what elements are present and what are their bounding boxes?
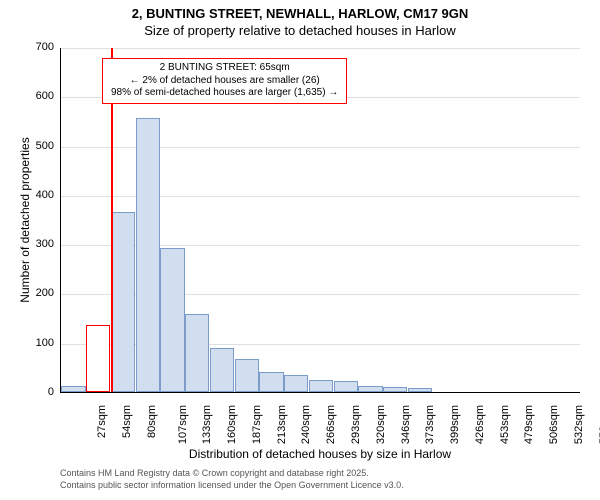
histogram-bar [160,248,184,392]
y-tick-label: 700 [22,41,54,53]
x-tick-label: 506sqm [548,405,560,444]
x-tick-label: 27sqm [96,405,108,438]
info-box-line2: ← 2% of detached houses are smaller (26) [111,75,338,88]
x-tick-label: 293sqm [350,405,362,444]
histogram-bar [284,375,308,392]
x-tick-label: 80sqm [146,405,158,438]
gridline [61,48,580,49]
x-tick-label: 240sqm [301,405,313,444]
x-tick-label: 320sqm [375,405,387,444]
histogram-bar [309,380,333,392]
x-tick-label: 213sqm [276,405,288,444]
histogram-bar [358,386,382,392]
histogram-bar [86,325,110,392]
histogram-bar [185,314,209,392]
histogram-bar [334,381,358,392]
histogram-bar [383,387,407,392]
x-tick-label: 373sqm [424,405,436,444]
x-tick-label: 346sqm [400,405,412,444]
histogram-bar [235,359,259,393]
info-box-line1: 2 BUNTING STREET: 65sqm [111,62,338,75]
histogram-bar [111,212,135,392]
histogram-bar [259,372,283,392]
x-tick-label: 187sqm [251,405,263,444]
y-tick-label: 600 [22,90,54,102]
info-box: 2 BUNTING STREET: 65sqm ← 2% of detached… [102,58,347,104]
y-axis-label: Number of detached properties [18,120,32,320]
x-tick-label: 107sqm [177,405,189,444]
x-tick-label: 479sqm [523,405,535,444]
x-tick-label: 399sqm [449,405,461,444]
histogram-bar [136,118,160,392]
histogram-bar [61,386,85,392]
x-tick-label: 453sqm [499,405,511,444]
x-tick-label: 266sqm [325,405,337,444]
x-tick-label: 426sqm [474,405,486,444]
x-tick-label: 133sqm [202,405,214,444]
y-tick-label: 0 [22,386,54,398]
footer-line2: Contains public sector information licen… [60,480,404,492]
histogram-bar [408,388,432,392]
footer-line1: Contains HM Land Registry data © Crown c… [60,468,404,480]
y-tick-label: 100 [22,337,54,349]
x-tick-label: 54sqm [121,405,133,438]
footer-attribution: Contains HM Land Registry data © Crown c… [60,468,404,491]
x-axis-label: Distribution of detached houses by size … [60,447,580,461]
info-box-line3: 98% of semi-detached houses are larger (… [111,87,338,100]
histogram-bar [210,348,234,392]
x-tick-label: 532sqm [573,405,585,444]
x-tick-label: 160sqm [226,405,238,444]
